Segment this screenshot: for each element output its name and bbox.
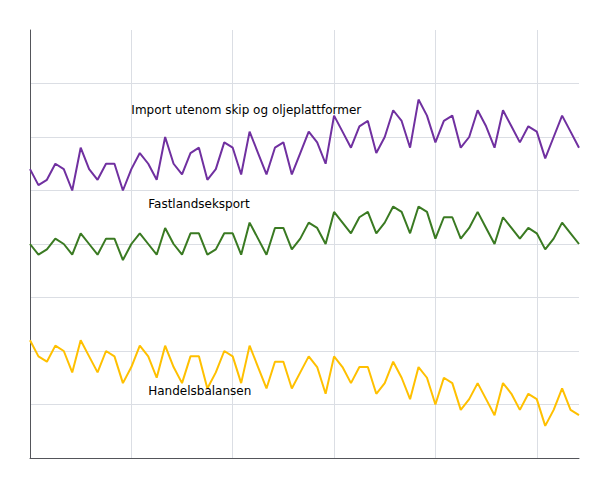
- svg-text:Fastlandseksport: Fastlandseksport: [148, 197, 250, 211]
- svg-text:Import utenom skip og oljeplat: Import utenom skip og oljeplattformer: [131, 103, 361, 117]
- svg-text:Handelsbalansen: Handelsbalansen: [148, 384, 251, 398]
